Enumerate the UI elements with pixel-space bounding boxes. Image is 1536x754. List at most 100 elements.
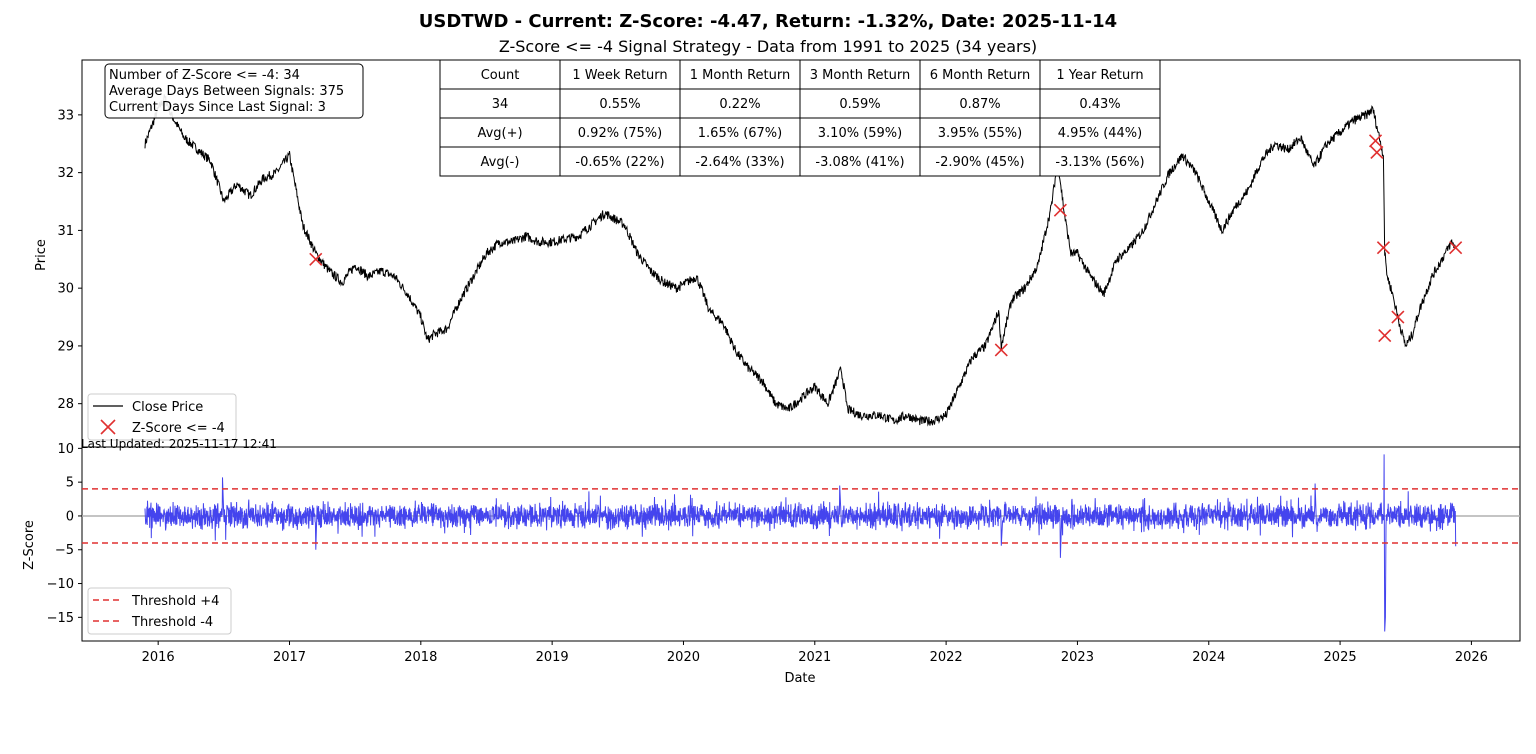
- table-cell-value: 3.10% (59%): [818, 126, 902, 141]
- date-x-ticks: 2016 2017 2018 2019 2020 2021 2022 2023 2024 2025…: [142, 641, 1488, 665]
- legend-signal-marker-label: Z-Score <= -4: [132, 421, 225, 436]
- price-y-tick-label: 32: [57, 166, 74, 181]
- table-header-label: 1 Week Return: [572, 68, 667, 83]
- table-cell-value: 3.95% (55%): [938, 126, 1022, 141]
- table-cell-value: 0.87%: [959, 97, 1000, 112]
- table-cell: [1039, 88, 1161, 119]
- zscore-axes-frame: [81, 446, 1521, 642]
- signal-marker: [1370, 145, 1384, 159]
- table-cell-value: 0.59%: [839, 97, 880, 112]
- table-cell-value: Avg(+): [477, 126, 522, 141]
- signal-marker: [1053, 203, 1067, 217]
- table-cell-value: -2.90% (45%): [935, 155, 1024, 170]
- zscore-legend-frame: [87, 587, 232, 635]
- date-x-tick-label: 2022: [930, 650, 963, 665]
- table-cell: [439, 88, 561, 119]
- legend-signal-marker-swatch: [100, 419, 116, 435]
- info-avg-days: Average Days Between Signals: 375: [109, 84, 344, 99]
- date-x-tick-label: 2020: [667, 650, 700, 665]
- table-cell: [799, 88, 921, 119]
- date-x-tick-label: 2026: [1455, 650, 1488, 665]
- date-x-tick-label: 2025: [1324, 650, 1357, 665]
- chart-title: USDTWD - Current: Z-Score: -4.47, Return…: [418, 11, 1118, 32]
- zscore-y-axis-label: Z-Score: [22, 520, 37, 570]
- table-cell: [439, 146, 561, 177]
- signal-marker: [1378, 328, 1392, 343]
- zscore-panel: 10 5 0 −5 −10 −15 2016 2017 2018 2019 2020 2021 202…: [22, 442, 1521, 686]
- table-header-label: 6 Month Return: [930, 68, 1030, 83]
- last-updated-note: Last Updated: 2025-11-17 12:41: [81, 437, 277, 451]
- legend-threshold-plus4-label: Threshold +4: [131, 594, 219, 609]
- table-cell: [919, 59, 1041, 90]
- table-cell-value: -0.65% (22%): [575, 155, 664, 170]
- zscore-y-ticks: 10 5 0 −5 −10 −15: [47, 442, 82, 626]
- signal-marker: [1368, 134, 1383, 148]
- table-cell: [559, 88, 681, 119]
- signal-marker: [309, 252, 323, 266]
- date-x-tick-label: 2024: [1192, 650, 1225, 665]
- legend-close-price-label: Close Price: [132, 400, 203, 415]
- date-x-tick-label: 2018: [404, 650, 437, 665]
- signal-markers: [309, 134, 1463, 357]
- zscore-y-tick-label: −5: [55, 543, 74, 558]
- close-price-line: [144, 94, 1457, 427]
- table-cell: [799, 59, 921, 90]
- table-cell: [919, 117, 1041, 148]
- price-legend: Close Price Z-Score <= -4: [87, 393, 237, 441]
- table-cell: [799, 117, 921, 148]
- table-cell: [1039, 146, 1161, 177]
- legend-threshold-minus4-label: Threshold -4: [131, 615, 213, 630]
- table-cell-value: 0.43%: [1079, 97, 1120, 112]
- table-header-label: Count: [481, 68, 520, 83]
- table-cell-value: 1.65% (67%): [698, 126, 782, 141]
- chart-subtitle: Z-Score <= -4 Signal Strategy - Data fro…: [498, 37, 1038, 56]
- date-x-axis-label: Date: [784, 671, 815, 686]
- date-x-tick-label: 2016: [142, 650, 175, 665]
- price-panel: 28 29 30 31 32 33 Price Number of Z-Score <= …: [34, 59, 1521, 448]
- zscore-y-tick-label: −15: [47, 611, 74, 626]
- table-cell: [1039, 59, 1161, 90]
- table-cell: [439, 117, 561, 148]
- info-signal-count: Number of Z-Score <= -4: 34: [109, 68, 300, 83]
- info-box-frame: [104, 63, 364, 119]
- signal-info-box: Number of Z-Score <= -4: 34 Average Days…: [104, 63, 364, 119]
- price-y-tick-label: 29: [57, 339, 74, 354]
- zscore-y-tick-label: 0: [66, 509, 74, 524]
- table-cell-value: -2.64% (33%): [695, 155, 784, 170]
- date-x-tick-label: 2021: [798, 650, 831, 665]
- price-y-ticks: 28 29 30 31 32 33: [57, 108, 82, 412]
- table-cell: [559, 117, 681, 148]
- table-cell: [679, 117, 801, 148]
- zscore-y-tick-label: −10: [47, 577, 74, 592]
- signal-marker: [1376, 241, 1390, 255]
- signal-marker: [1391, 310, 1405, 324]
- info-days-since: Current Days Since Last Signal: 3: [109, 100, 326, 115]
- table-cell: [679, 146, 801, 177]
- returns-table: Count 1 Week Return 1 Month Return 3 Month …: [439, 59, 1161, 177]
- price-y-tick-label: 31: [57, 224, 74, 239]
- table-cell: [439, 59, 561, 90]
- table-cell-value: 0.92% (75%): [578, 126, 662, 141]
- price-y-tick-label: 33: [57, 108, 74, 123]
- price-y-tick-label: 28: [57, 397, 74, 412]
- zscore-y-tick-label: 10: [57, 442, 74, 457]
- table-cell-value: 0.55%: [599, 97, 640, 112]
- table-cell-value: Avg(-): [481, 155, 520, 170]
- date-x-tick-label: 2017: [273, 650, 306, 665]
- table-header-label: 1 Month Return: [690, 68, 790, 83]
- signal-marker: [1449, 241, 1463, 255]
- table-cell: [919, 88, 1041, 119]
- table-cell: [559, 59, 681, 90]
- price-legend-frame: [87, 393, 237, 441]
- price-y-tick-label: 30: [57, 282, 74, 297]
- table-cell: [679, 88, 801, 119]
- table-cell-value: 4.95% (44%): [1058, 126, 1142, 141]
- table-header-label: 3 Month Return: [810, 68, 910, 83]
- zscore-y-tick-label: 5: [66, 476, 74, 491]
- table-header-label: 1 Year Return: [1056, 68, 1143, 83]
- table-cell-value: -3.08% (41%): [815, 155, 904, 170]
- table-cell: [559, 146, 681, 177]
- table-cell: [799, 146, 921, 177]
- zscore-legend: Threshold +4 Threshold -4: [87, 587, 232, 635]
